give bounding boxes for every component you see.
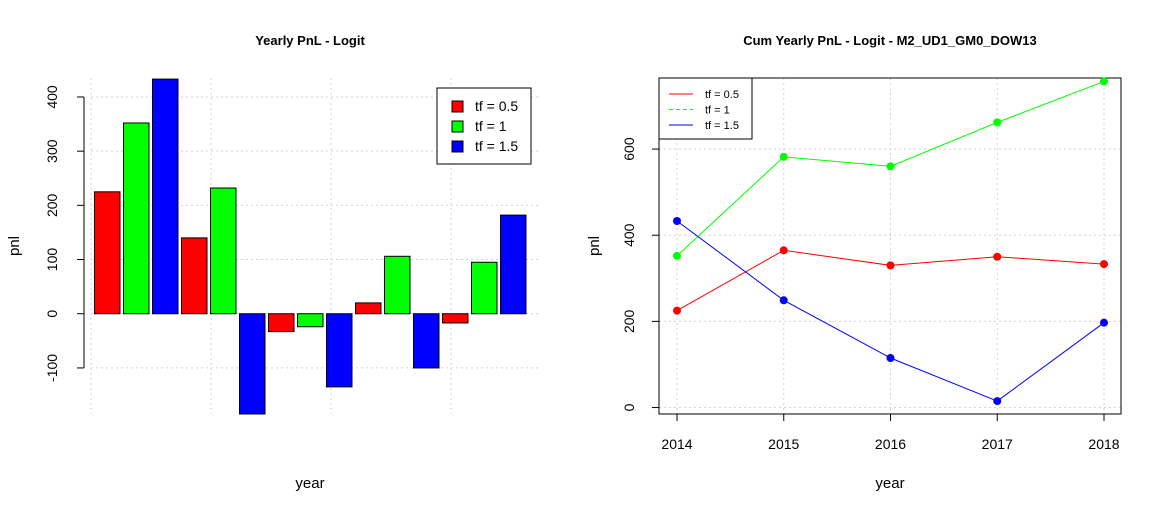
point-series-2-2016 xyxy=(886,354,895,362)
right-x-tick-label: 2016 xyxy=(875,436,906,452)
bar-2016-series-1 xyxy=(297,313,324,328)
left-bars xyxy=(94,78,527,415)
bar-2015-series-1 xyxy=(210,187,237,315)
left-y-tick-label: -100 xyxy=(44,354,60,382)
right-legend-box xyxy=(658,77,753,140)
right-chart-xlabel: year xyxy=(875,475,904,492)
left-y-tick-label: 0 xyxy=(44,310,60,318)
left-chart-title: Yearly PnL - Logit xyxy=(255,33,365,48)
right-y-tick-label: 600 xyxy=(621,137,637,161)
bar-2017-series-2 xyxy=(413,313,440,369)
right-y-tick-label: 200 xyxy=(621,309,637,333)
left-legend-label: tf = 1 xyxy=(475,118,507,134)
right-chart-ylabel: pnl xyxy=(586,236,603,256)
point-series-1-2015 xyxy=(779,152,788,161)
right-lines xyxy=(673,77,1108,406)
point-series-0-2017 xyxy=(993,252,1002,261)
right-axes: 0 200 400 600 2014 2015 2016 2017 2018 xyxy=(621,137,1120,452)
left-y-tick-label: 400 xyxy=(44,85,60,109)
right-legend: tf = 0.5 tf = 1 tf = 1.5 xyxy=(658,77,753,140)
right-x-tick-label: 2018 xyxy=(1088,436,1119,452)
left-y-tick-label: 100 xyxy=(44,248,60,272)
bar-2014-series-1 xyxy=(123,122,150,315)
bar-2018-series-2 xyxy=(500,214,527,315)
bar-2015-series-0 xyxy=(181,237,208,315)
right-chart: Cum Yearly PnL - Logit - M2_UD1_GM0_DOW1… xyxy=(586,33,1122,492)
left-y-tick-label: 300 xyxy=(44,139,60,163)
bar-2016-series-2 xyxy=(326,313,353,388)
left-legend-label: tf = 0.5 xyxy=(475,98,518,114)
left-legend-swatch xyxy=(451,120,464,133)
right-chart-title: Cum Yearly PnL - Logit - M2_UD1_GM0_DOW1… xyxy=(743,33,1037,48)
point-series-0-2016 xyxy=(886,261,895,270)
left-legend-swatch xyxy=(451,100,464,113)
bar-2015-series-2 xyxy=(239,313,266,415)
bar-2016-series-0 xyxy=(268,313,295,333)
point-series-2-2014 xyxy=(673,217,681,226)
right-x-tick-label: 2014 xyxy=(661,436,692,452)
left-chart-ylabel: pnl xyxy=(6,236,23,256)
bar-2017-series-1 xyxy=(384,255,411,315)
point-series-1-2014 xyxy=(673,251,681,260)
point-series-0-2018 xyxy=(1100,260,1108,269)
right-legend-label: tf = 1.5 xyxy=(705,120,739,132)
right-legend-label: tf = 1 xyxy=(705,105,730,117)
bar-2014-series-0 xyxy=(94,191,121,315)
left-y-axis: -100 0 100 200 300 400 xyxy=(44,85,85,382)
bar-2018-series-1 xyxy=(471,261,498,315)
point-series-1-2018 xyxy=(1100,77,1108,86)
left-legend: tf = 0.5 tf = 1 tf = 1.5 xyxy=(436,87,532,165)
right-x-tick-label: 2015 xyxy=(768,436,799,452)
bar-2017-series-0 xyxy=(355,302,382,315)
left-legend-label: tf = 1.5 xyxy=(475,138,518,154)
right-x-tick-label: 2017 xyxy=(982,436,1013,452)
point-series-2-2018 xyxy=(1100,318,1108,327)
left-legend-swatch xyxy=(451,140,464,153)
left-chart: Yearly PnL - Logit year pnl -100 0 100 200 3… xyxy=(6,33,540,492)
right-legend-label: tf = 0.5 xyxy=(705,89,739,101)
right-y-tick-label: 0 xyxy=(621,403,637,411)
point-series-1-2017 xyxy=(993,118,1002,127)
point-series-1-2016 xyxy=(886,162,895,171)
point-series-0-2015 xyxy=(779,246,788,255)
bar-2018-series-0 xyxy=(442,313,469,324)
bar-2014-series-2 xyxy=(152,78,179,315)
point-series-0-2014 xyxy=(673,306,681,315)
point-series-2-2017 xyxy=(993,397,1002,406)
left-y-tick-label: 200 xyxy=(44,193,60,217)
left-chart-xlabel: year xyxy=(295,475,324,492)
point-series-2-2015 xyxy=(779,296,788,305)
right-y-tick-label: 400 xyxy=(621,223,637,247)
